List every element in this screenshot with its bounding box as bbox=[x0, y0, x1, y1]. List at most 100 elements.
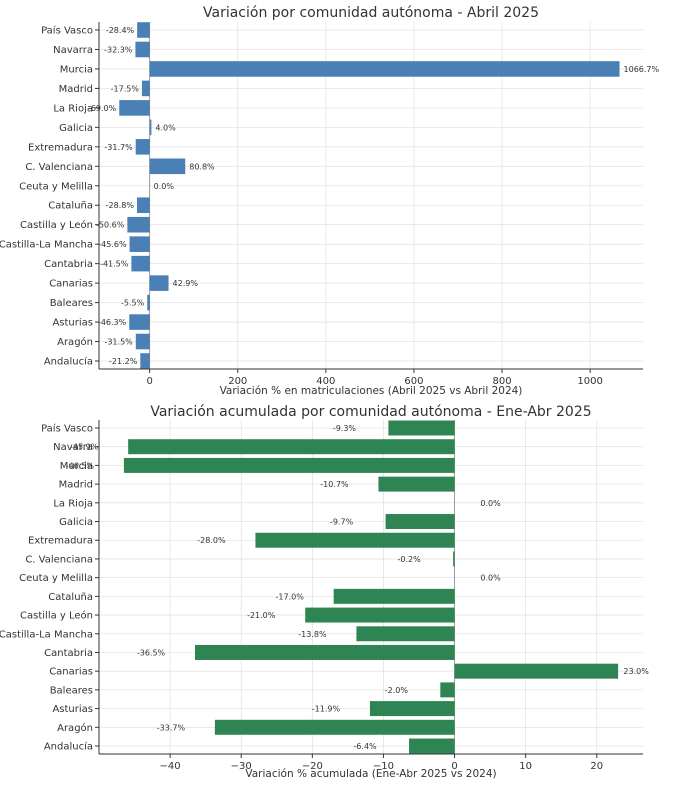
bar bbox=[356, 626, 455, 642]
bar bbox=[385, 514, 455, 530]
category-label: Canarias bbox=[49, 279, 93, 290]
data-label: -46.5% bbox=[66, 461, 95, 470]
category-label: C. Valenciana bbox=[25, 554, 93, 565]
data-label: -28.0% bbox=[197, 536, 226, 545]
category-label: Aragón bbox=[57, 336, 93, 348]
category-label: La Rioja bbox=[53, 498, 93, 509]
bar bbox=[255, 532, 455, 548]
data-label: -31.5% bbox=[104, 338, 133, 347]
bar bbox=[440, 682, 455, 698]
category-label: Castilla y León bbox=[20, 219, 93, 231]
x-tick-label: −40 bbox=[160, 761, 181, 772]
bar bbox=[129, 314, 150, 330]
x-axis-label: Variación % en matriculaciones (Abril 20… bbox=[220, 385, 523, 397]
x-tick-label: 0 bbox=[451, 761, 457, 772]
bar bbox=[214, 719, 455, 735]
bar bbox=[149, 158, 186, 175]
data-label: -31.7% bbox=[104, 143, 133, 152]
category-label: Castilla-La Mancha bbox=[0, 240, 93, 251]
chart-title: Variación por comunidad autónoma - Abril… bbox=[203, 5, 539, 21]
category-label: Cantabria bbox=[44, 648, 93, 659]
category-label: Extremadura bbox=[28, 142, 93, 153]
bar bbox=[140, 353, 150, 369]
bar bbox=[135, 139, 150, 155]
x-axis-label: Variación % acumulada (Ene-Abr 2025 vs 2… bbox=[245, 768, 496, 780]
data-label: 4.0% bbox=[155, 123, 176, 132]
category-label: Murcia bbox=[60, 461, 93, 472]
category-label: Andalucía bbox=[44, 356, 93, 368]
data-label: -9.3% bbox=[333, 424, 357, 433]
data-label: 23.0% bbox=[623, 667, 649, 676]
category-label: C. Valenciana bbox=[25, 162, 93, 173]
category-label: Cataluña bbox=[48, 592, 93, 603]
category-label: Ceuta y Melilla bbox=[19, 573, 93, 584]
data-label: -46.3% bbox=[98, 318, 127, 327]
data-label: -33.7% bbox=[157, 723, 186, 732]
category-label: Murcia bbox=[60, 64, 93, 75]
x-tick-label: 1000 bbox=[577, 376, 602, 387]
category-label: Galicia bbox=[59, 517, 93, 528]
data-label: -28.8% bbox=[106, 201, 135, 210]
bar bbox=[409, 738, 455, 754]
category-label: Navarra bbox=[53, 45, 93, 56]
bar bbox=[369, 701, 455, 717]
bar bbox=[129, 236, 150, 252]
data-label: -21.0% bbox=[247, 611, 276, 620]
category-label: Madrid bbox=[59, 84, 93, 95]
bar bbox=[333, 588, 455, 604]
x-tick-label: 400 bbox=[316, 376, 335, 387]
bar bbox=[149, 119, 152, 136]
category-label: Asturias bbox=[52, 704, 93, 715]
bar bbox=[454, 663, 619, 679]
data-label: -41.5% bbox=[100, 260, 129, 269]
data-label: 42.9% bbox=[173, 279, 199, 288]
category-label: Baleares bbox=[50, 298, 93, 309]
category-label: Navarra bbox=[53, 442, 93, 453]
data-label: -5.5% bbox=[121, 299, 145, 308]
bar bbox=[131, 255, 150, 272]
category-label: Galicia bbox=[59, 123, 93, 134]
chart-title: Variación acumulada por comunidad autóno… bbox=[150, 404, 591, 420]
data-label: 0.0% bbox=[480, 499, 501, 508]
chart-acumulado-ene-abr-2025: Variación acumulada por comunidad autóno… bbox=[0, 404, 649, 780]
data-label: 0.0% bbox=[480, 574, 501, 583]
bar bbox=[137, 22, 150, 38]
x-tick-label: 800 bbox=[492, 376, 511, 387]
category-label: Extremadura bbox=[28, 536, 93, 547]
bar bbox=[128, 439, 455, 455]
bar bbox=[123, 457, 455, 473]
bar bbox=[136, 197, 150, 214]
bar bbox=[135, 333, 150, 350]
data-label: -0.2% bbox=[398, 555, 422, 564]
data-label: -17.0% bbox=[276, 592, 305, 601]
x-tick-label: −30 bbox=[231, 761, 252, 772]
bar bbox=[141, 80, 150, 97]
bar bbox=[149, 61, 620, 77]
data-label: -36.5% bbox=[137, 648, 166, 657]
category-label: Madrid bbox=[59, 480, 93, 491]
data-label: -17.5% bbox=[111, 84, 140, 93]
x-tick-label: 600 bbox=[404, 376, 423, 387]
data-label: -21.2% bbox=[109, 357, 138, 366]
data-label: -11.9% bbox=[312, 705, 341, 714]
data-label: -6.4% bbox=[353, 742, 377, 751]
bar bbox=[127, 216, 150, 233]
data-label: -10.7% bbox=[320, 480, 349, 489]
category-label: Cantabria bbox=[44, 259, 93, 270]
bar bbox=[195, 644, 455, 660]
category-label: Canarias bbox=[49, 667, 93, 678]
bar bbox=[119, 100, 150, 116]
category-label: Ceuta y Melilla bbox=[19, 181, 93, 192]
category-label: Asturias bbox=[52, 318, 93, 329]
category-label: País Vasco bbox=[41, 423, 93, 435]
category-label: Cataluña bbox=[48, 201, 93, 212]
x-tick-label: −10 bbox=[373, 761, 394, 772]
data-label: -50.6% bbox=[96, 221, 125, 230]
data-label: 0.0% bbox=[154, 182, 175, 191]
data-label: -13.8% bbox=[298, 630, 327, 639]
bar bbox=[135, 41, 150, 58]
bar bbox=[388, 420, 455, 436]
category-label: Castilla-La Mancha bbox=[0, 629, 93, 640]
category-label: Castilla y León bbox=[20, 610, 93, 622]
